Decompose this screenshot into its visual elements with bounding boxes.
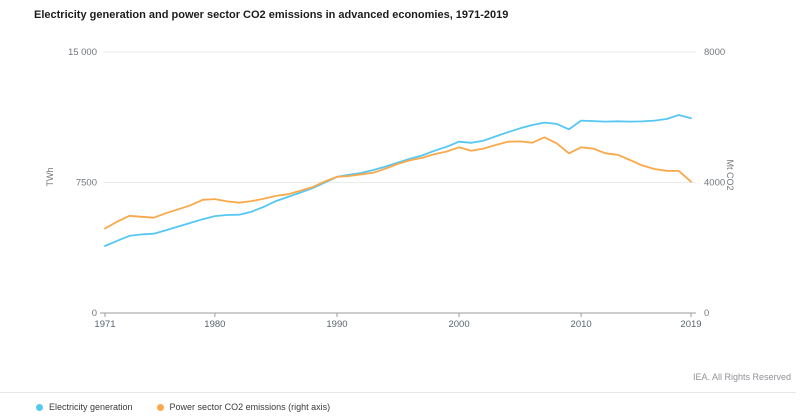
footer-divider [0,392,796,393]
x-tick-label: 2000 [448,319,469,330]
right-axis-tick-label: 0 [704,308,709,319]
series-line-co2 [104,136,692,230]
rights-notice: IEA. All Rights Reserved [692,372,791,382]
legend: Electricity generation Power sector CO2 … [36,402,330,412]
co2-series-dot-icon [156,403,164,411]
electricity-series-dot-icon [36,403,43,411]
x-tick-label: 1971 [94,319,115,330]
x-tick-label: 1980 [204,319,225,330]
right-axis-tick-label: 8000 [704,47,725,58]
x-tick-label: 1990 [326,319,347,330]
series-line-electricity [104,114,692,247]
chart-title: Electricity generation and power sector … [34,9,509,21]
left-axis-tick-label: 15 000 [68,47,97,58]
legend-item-co2[interactable]: Power sector CO2 emissions (right axis) [156,402,331,412]
right-axis-tick-label: 4000 [704,178,725,189]
left-axis-tick-label: 7500 [76,178,97,189]
left-axis-title: TWh [45,167,55,187]
legend-item-electricity[interactable]: Electricity generation [36,402,133,412]
left-axis-tick-label: 0 [92,308,97,319]
x-tick-label: 2019 [680,319,701,330]
legend-label-co2: Power sector CO2 emissions (right axis) [169,402,331,412]
x-tick-label: 2010 [571,319,592,330]
legend-label-electricity: Electricity generation [49,402,133,412]
right-axis-title: Mt CO2 [725,159,735,191]
